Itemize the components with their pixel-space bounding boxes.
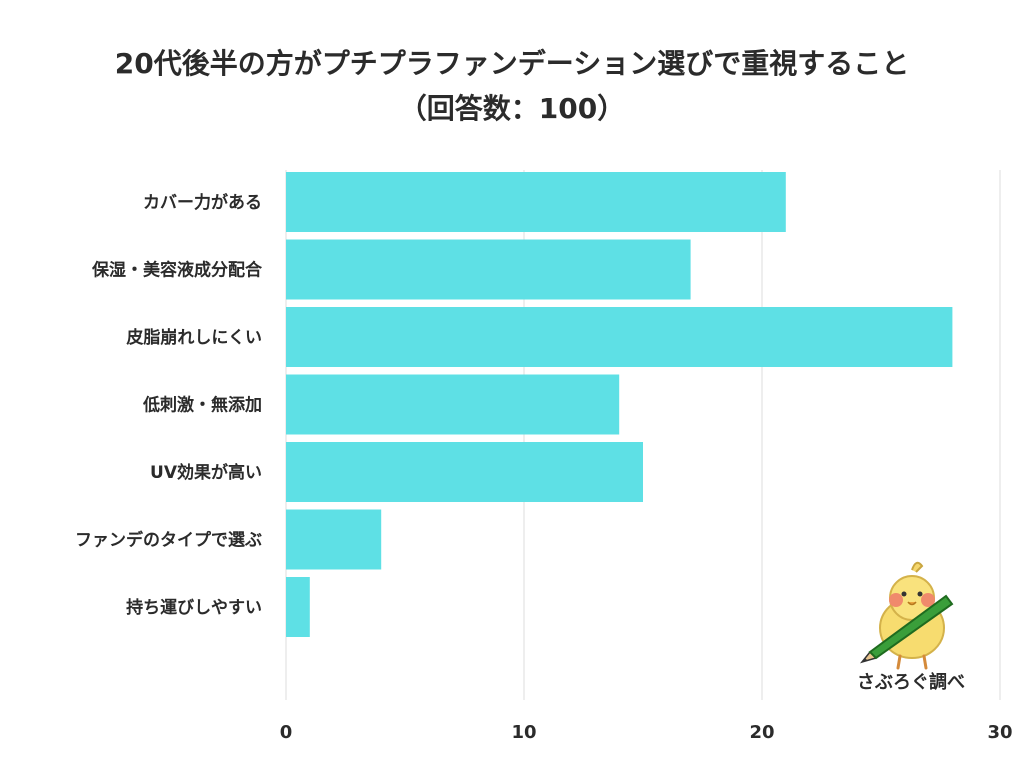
chart-subtitle: （回答数：100） [398, 92, 626, 125]
category-label: UV効果が高い [150, 462, 262, 483]
source-credit: さぶろぐ調べ [857, 672, 965, 693]
bird-mascot-icon [859, 561, 954, 670]
category-label: 皮脂崩れしにくい [126, 327, 262, 348]
bar [286, 509, 382, 570]
x-tick-label: 0 [280, 722, 293, 743]
category-label: 持ち運びしやすい [126, 597, 262, 618]
bar [286, 442, 643, 502]
bar [286, 172, 786, 232]
chart-title: 20代後半の方がプチプラファンデーション選びで重視すること [114, 47, 910, 80]
category-label: カバー力がある [143, 192, 262, 213]
category-label: 低刺激・無添加 [142, 395, 262, 416]
bar [286, 307, 953, 367]
x-tick-label: 10 [511, 722, 536, 743]
bar [286, 239, 691, 300]
bar [286, 577, 310, 637]
bar [286, 374, 620, 435]
category-label: 保湿・美容液成分配合 [91, 260, 263, 281]
x-tick-label: 30 [987, 722, 1012, 743]
category-label: ファンデのタイプで選ぶ [75, 530, 262, 551]
x-tick-label: 20 [749, 722, 774, 743]
